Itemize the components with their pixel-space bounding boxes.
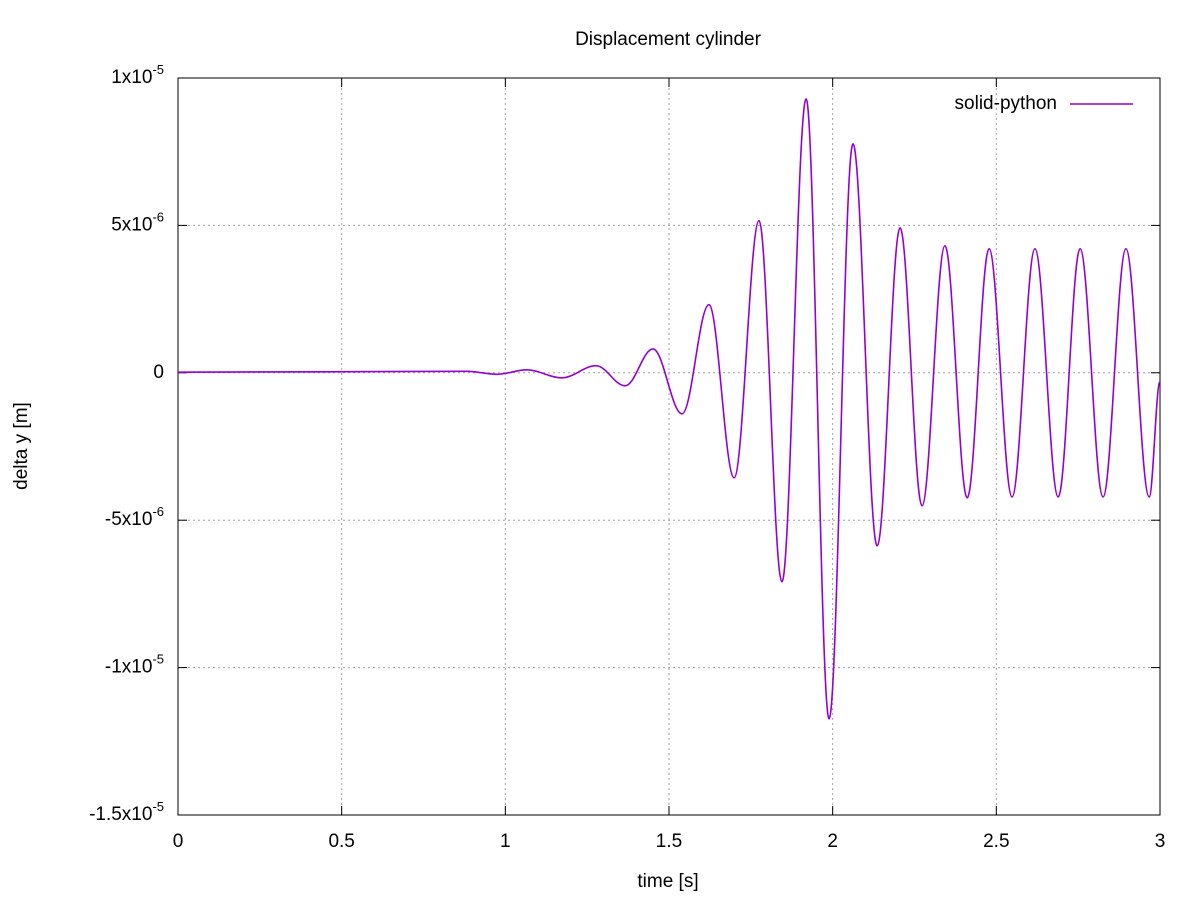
tick-exponent: -6: [152, 210, 164, 225]
data-line: [177, 98, 1161, 720]
y-tick-label: 0: [153, 362, 164, 383]
y-tick-label: -5x10-6: [105, 505, 164, 531]
x-axis-label: time [s]: [637, 871, 698, 892]
x-tick-label: 2.5: [983, 831, 1009, 852]
tick-base: -1.5x10: [89, 804, 152, 825]
tick-exponent: -5: [152, 652, 164, 667]
x-tick-label: 1: [500, 831, 511, 852]
legend-label: solid-python: [955, 93, 1057, 114]
y-tick-label: -1.5x10-5: [89, 799, 164, 825]
tick-base: -1x10: [105, 657, 153, 678]
plot-frame: [177, 77, 1161, 816]
x-tick-label: 0.5: [328, 831, 354, 852]
y-tick-label: -1x10-5: [105, 652, 164, 678]
x-tick-label: 0: [173, 831, 184, 852]
tick-base: 1x10: [111, 67, 152, 88]
y-axis-label: delta y [m]: [11, 402, 32, 490]
y-tick-label: 5x10-6: [111, 210, 164, 236]
x-tick-label: 3: [1155, 831, 1166, 852]
chart-title: Displacement cylinder: [575, 29, 762, 50]
x-tick-label: 2: [827, 831, 838, 852]
x-tick-label: 1.5: [656, 831, 682, 852]
tick-base: -5x10: [105, 509, 153, 530]
tick-exponent: -5: [152, 799, 164, 814]
tick-base: 5x10: [111, 214, 152, 235]
tick-exponent: -6: [152, 505, 164, 520]
y-tick-label: 1x10-5: [111, 62, 164, 88]
tick-exponent: -5: [152, 62, 164, 77]
